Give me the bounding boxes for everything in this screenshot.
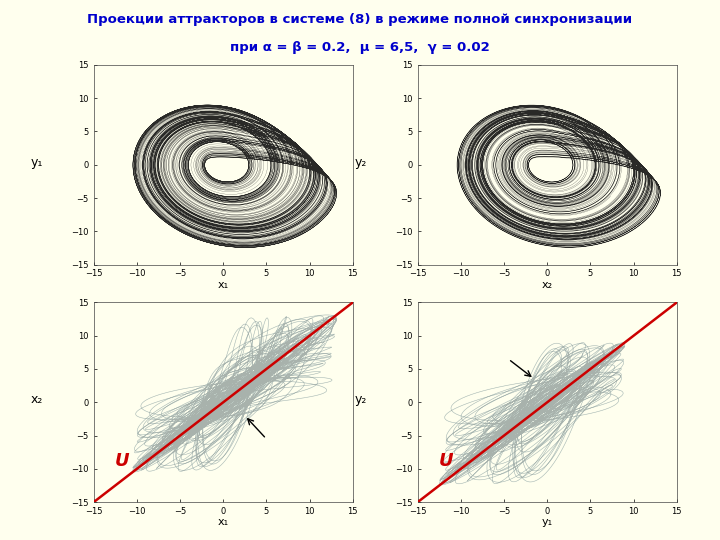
Y-axis label: y₁: y₁	[30, 156, 42, 168]
Y-axis label: y₂: y₂	[354, 393, 366, 406]
Text: U: U	[439, 451, 454, 470]
X-axis label: y₁: y₁	[541, 517, 553, 528]
Y-axis label: y₂: y₂	[354, 156, 366, 168]
Text: U: U	[115, 451, 130, 470]
Text: Проекции аттракторов в системе (8) в режиме полной синхронизации: Проекции аттракторов в системе (8) в реж…	[87, 14, 633, 26]
Y-axis label: x₂: x₂	[30, 393, 42, 406]
X-axis label: x₂: x₂	[541, 280, 553, 290]
X-axis label: x₁: x₁	[217, 517, 229, 528]
Text: при α = β = 0.2,  μ = 6,5,  γ = 0.02: при α = β = 0.2, μ = 6,5, γ = 0.02	[230, 40, 490, 53]
X-axis label: x₁: x₁	[217, 280, 229, 290]
